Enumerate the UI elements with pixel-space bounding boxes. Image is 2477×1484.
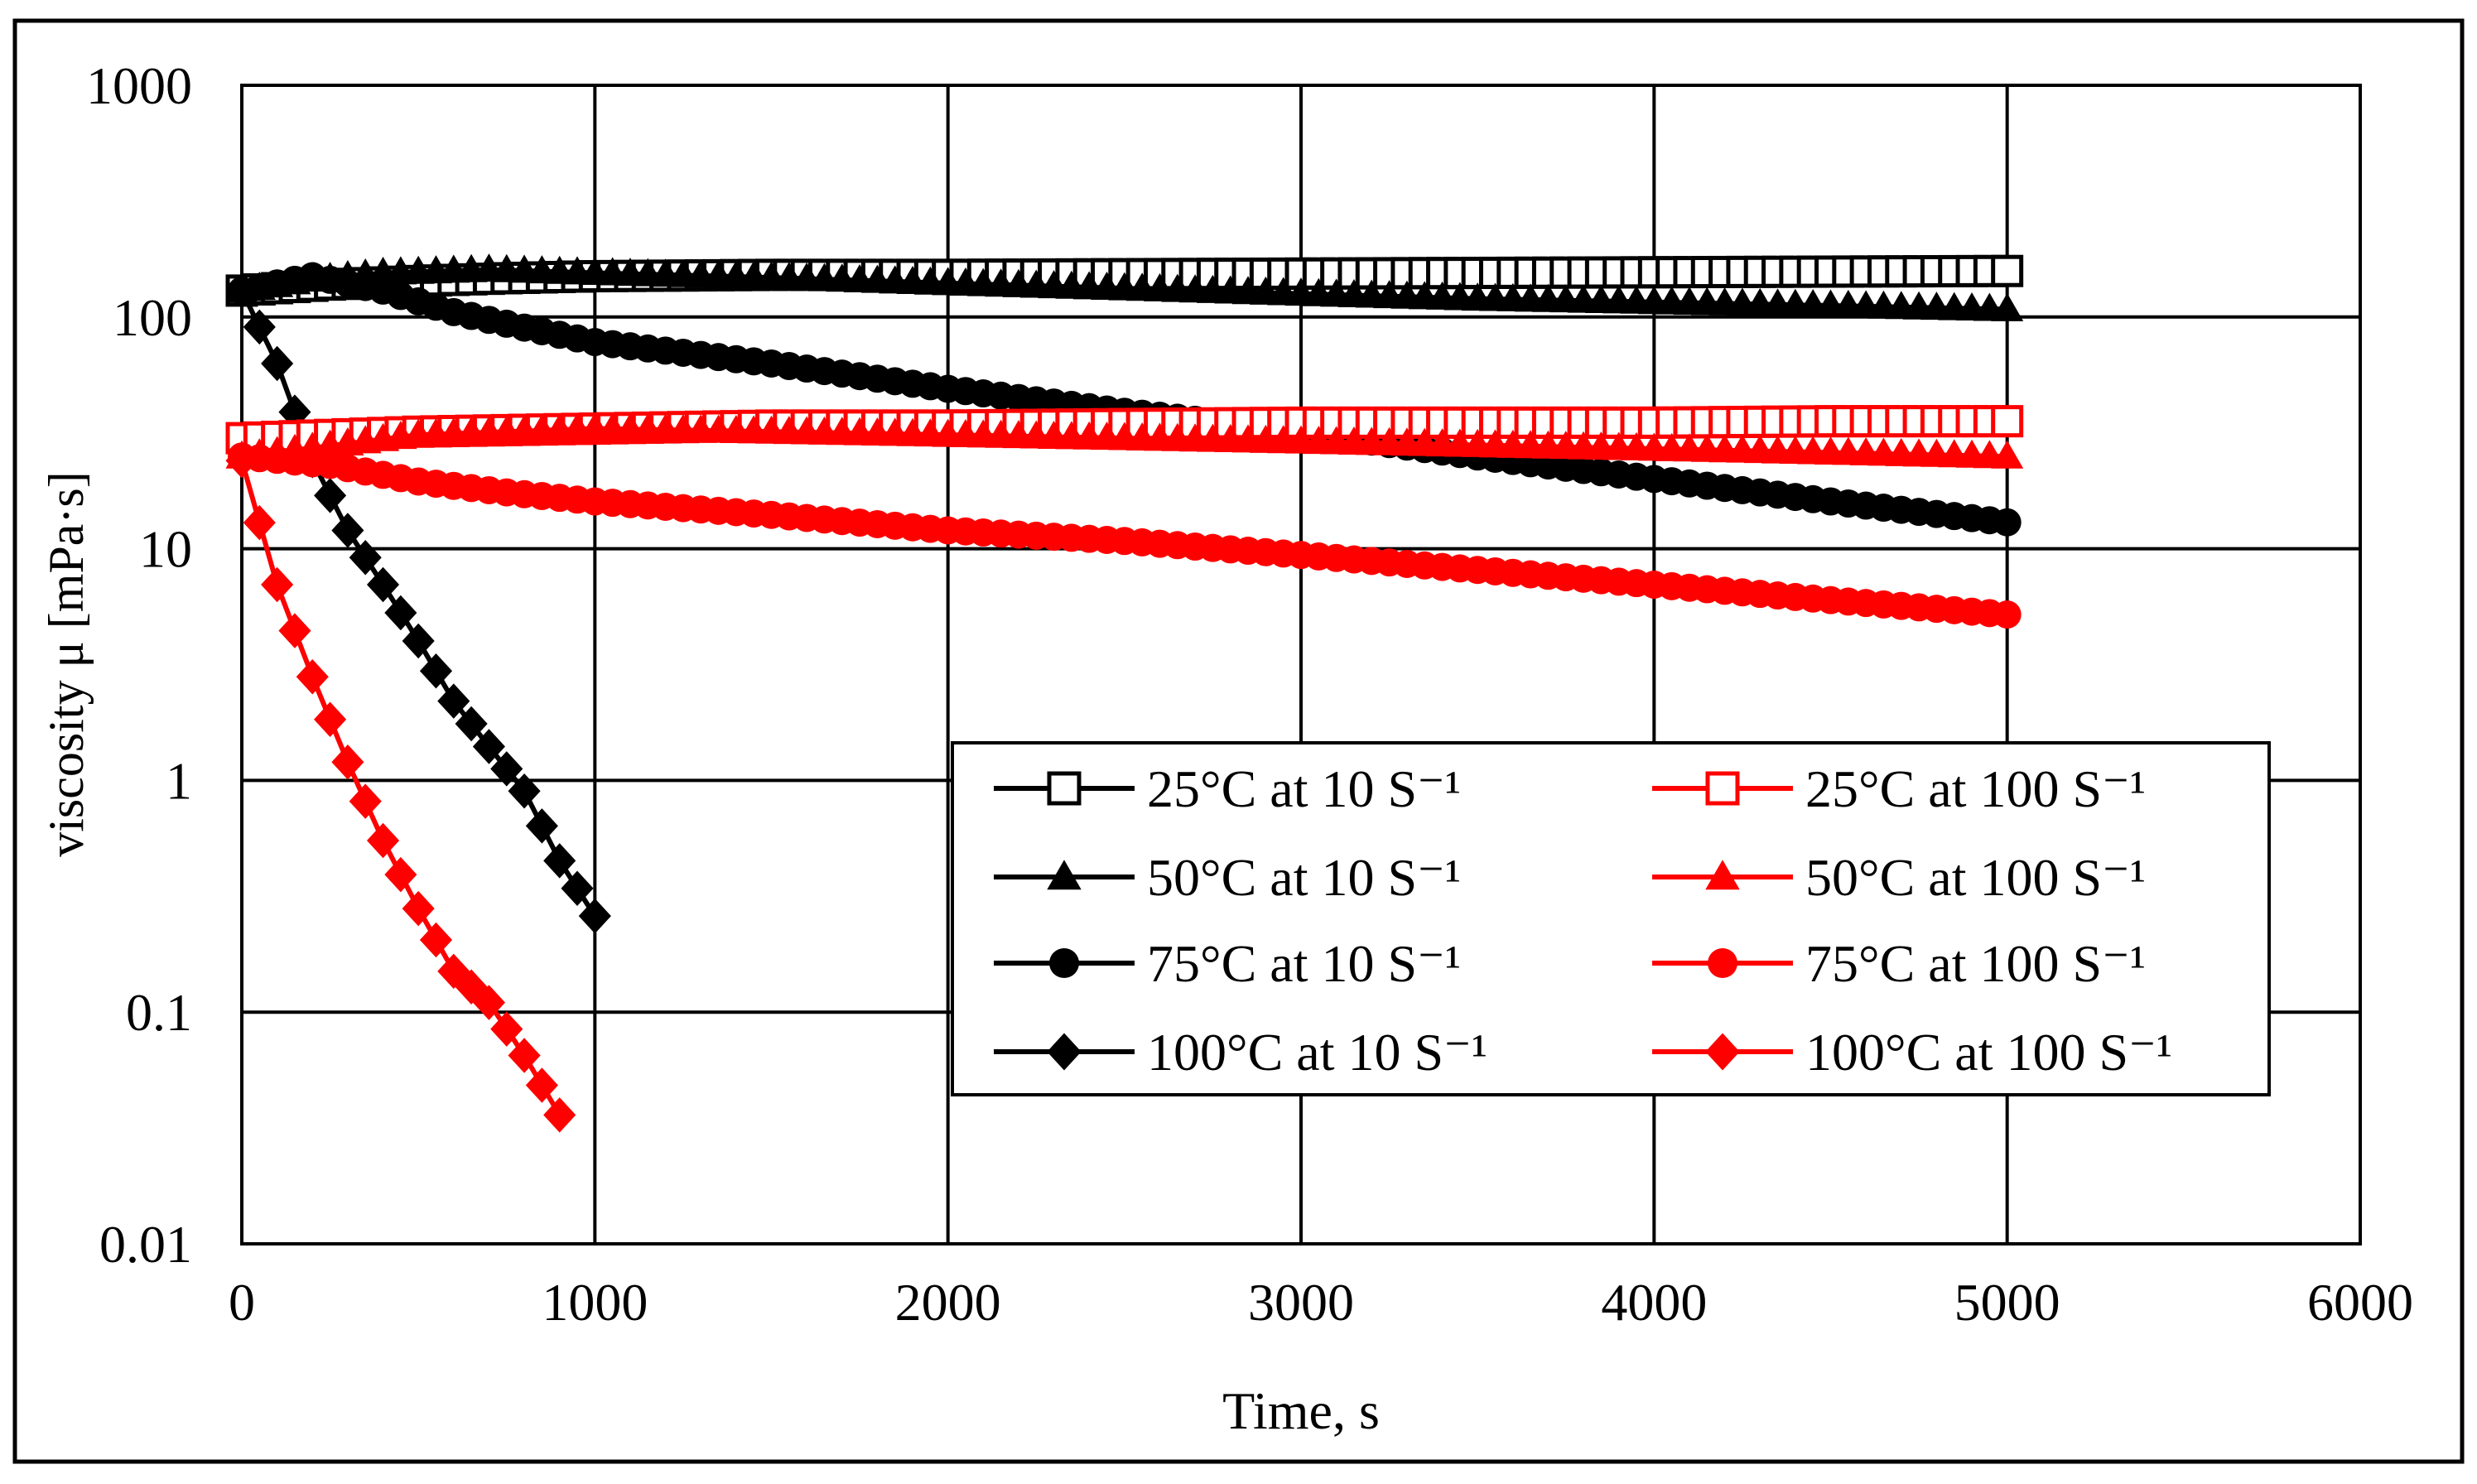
data-point: [225, 272, 258, 309]
x-tick-label: 4000: [1601, 1273, 1707, 1332]
data-point: [366, 822, 400, 859]
data-point: [543, 843, 576, 879]
data-point: [578, 898, 611, 934]
x-tick-label: 1000: [542, 1273, 648, 1332]
legend-label: 50°C at 100 S⁻¹: [1805, 848, 2146, 907]
x-tick-label: 6000: [2307, 1273, 2413, 1332]
x-tick-label: 2000: [895, 1273, 1001, 1332]
legend-item: 25°C at 10 S⁻¹: [994, 759, 1461, 818]
legend-label: 75°C at 100 S⁻¹: [1805, 934, 2146, 993]
data-point: [437, 683, 470, 719]
data-point: [525, 1067, 558, 1103]
legend-item: 75°C at 100 S⁻¹: [1652, 934, 2146, 993]
legend-label: 100°C at 100 S⁻¹: [1805, 1023, 2172, 1082]
data-point: [525, 808, 558, 844]
data-point: [261, 345, 294, 382]
data-point: [366, 566, 400, 603]
legend-swatch-marker: [1705, 860, 1740, 890]
data-point: [419, 922, 453, 958]
legend-item: 75°C at 10 S⁻¹: [994, 934, 1461, 993]
legend-swatch-marker: [1705, 771, 1740, 806]
data-point: [508, 1038, 541, 1073]
data-point: [243, 504, 276, 541]
data-point: [543, 1097, 576, 1133]
plot-area-frame: [240, 84, 2362, 1246]
data-point: [349, 539, 382, 576]
legend-label: 25°C at 100 S⁻¹: [1805, 759, 2146, 818]
data-point: [225, 442, 258, 479]
x-tick-label: 3000: [1248, 1273, 1354, 1332]
legend-swatch-marker: [1705, 1033, 1740, 1071]
data-point: [314, 478, 347, 513]
data-point: [490, 751, 523, 787]
legend-item: 100°C at 100 S⁻¹: [1652, 1023, 2172, 1082]
y-tick-label: 0.01: [99, 1215, 192, 1274]
legend-swatch-marker: [1049, 948, 1079, 978]
data-point: [472, 729, 505, 764]
y-tick-label: 100: [113, 288, 192, 347]
legend-item: 100°C at 10 S⁻¹: [994, 1023, 1487, 1082]
legend-label: 50°C at 10 S⁻¹: [1147, 848, 1461, 907]
data-point: [1993, 508, 2022, 537]
data-point: [472, 985, 505, 1020]
series-2: [225, 253, 2024, 321]
data-point: [455, 706, 488, 742]
data-point: [314, 701, 347, 738]
legend-label: 25°C at 10 S⁻¹: [1147, 759, 1461, 818]
data-point: [490, 1011, 523, 1047]
data-point: [278, 613, 311, 648]
data-point: [1991, 292, 2024, 321]
series-7: [228, 442, 2022, 629]
legend-item: 50°C at 10 S⁻¹: [994, 848, 1461, 907]
data-point: [1991, 440, 2024, 469]
data-point: [419, 653, 453, 689]
legend-box: [951, 741, 2271, 1096]
legend-item: 50°C at 100 S⁻¹: [1652, 848, 2146, 907]
data-point: [243, 309, 276, 345]
data-point: [561, 870, 594, 907]
y-axis-label: viscosity μ [mPa·s]: [39, 471, 94, 856]
data-point: [508, 773, 541, 809]
data-point: [261, 566, 294, 603]
x-tick-label: 5000: [1954, 1273, 2060, 1332]
data-point: [331, 513, 364, 548]
data-point: [296, 659, 329, 695]
series-8: [225, 442, 576, 1133]
legend: 25°C at 10 S⁻¹ 50°C at 10 S⁻¹ 75°C at 10 S…: [951, 741, 2271, 1096]
data-point: [331, 744, 364, 780]
legend-swatch-marker: [1047, 1033, 1082, 1071]
legend-item: 25°C at 100 S⁻¹: [1652, 759, 2146, 818]
legend-label: 75°C at 10 S⁻¹: [1147, 934, 1461, 993]
y-tick-label: 1000: [86, 56, 192, 115]
legend-label: 100°C at 10 S⁻¹: [1147, 1023, 1487, 1082]
data-point: [1993, 600, 2022, 629]
data-point: [384, 856, 417, 893]
data-point: [1991, 405, 2024, 438]
legend-swatch-marker: [1047, 860, 1082, 890]
x-tick-label: 0: [229, 1273, 255, 1332]
y-tick-labels: 0.01 0.1 1 10 100 1000: [86, 56, 192, 1274]
data-point: [349, 783, 382, 819]
x-tick-labels: 0 1000 2000 3000 4000 5000 6000: [229, 1273, 2413, 1332]
legend-swatch-marker: [1047, 771, 1082, 806]
legend-swatch-marker: [1708, 948, 1737, 978]
data-point: [402, 890, 435, 927]
y-tick-label: 1: [166, 751, 192, 810]
y-tick-label: 10: [139, 520, 192, 579]
data-point: [384, 595, 417, 631]
data-point: [402, 623, 435, 659]
y-tick-label: 0.1: [126, 983, 192, 1042]
series-layer: [225, 253, 2024, 1133]
x-axis-label: Time, s: [1222, 1381, 1380, 1440]
data-point: [1991, 254, 2024, 287]
